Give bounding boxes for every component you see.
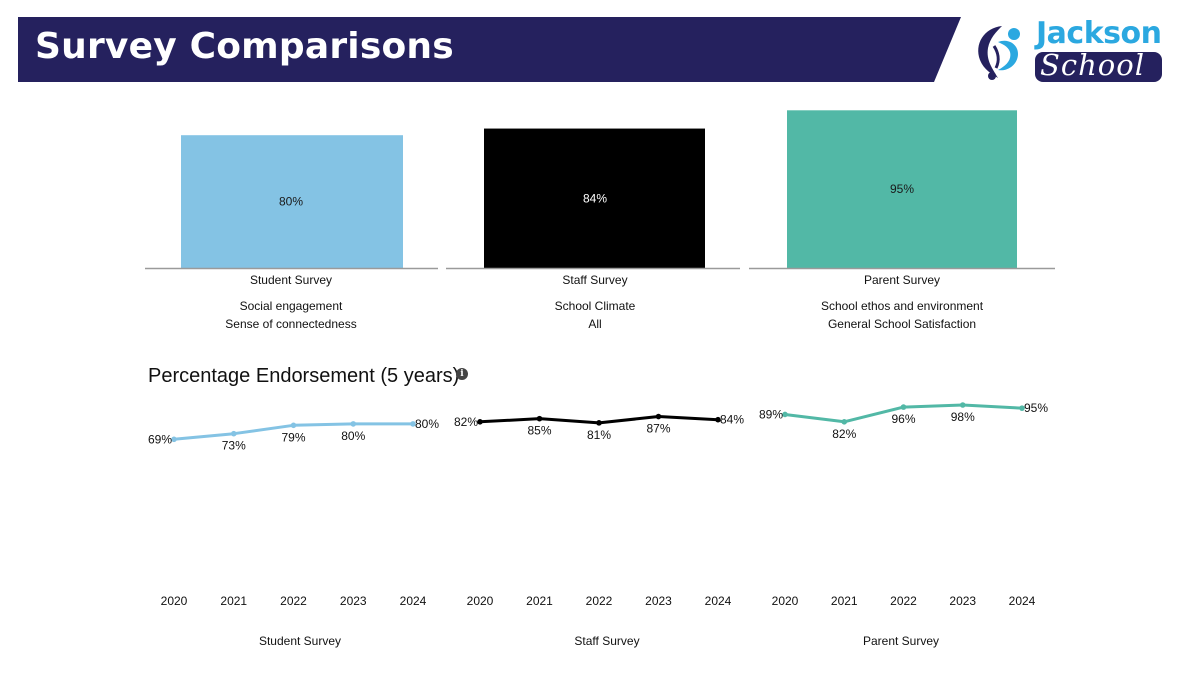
line-data-label: 80%: [415, 417, 439, 431]
logo-text-jackson: Jackson: [1036, 16, 1162, 51]
bar-category-label: Staff Survey: [562, 273, 627, 287]
line-data-label: 80%: [341, 429, 365, 443]
title-banner: [18, 17, 961, 82]
bar-parent-survey: [787, 110, 1017, 268]
x-tick-label: 2020: [772, 594, 799, 608]
x-tick-label: 2023: [340, 594, 367, 608]
line-point: [410, 421, 416, 427]
logo-text-school: School: [1040, 48, 1145, 82]
line-point: [782, 411, 788, 418]
line-data-label: 79%: [281, 430, 305, 444]
trend-section-title: Percentage Endorsement (5 years): [148, 365, 460, 387]
line-data-label: 82%: [832, 427, 856, 441]
bar-subtitle-line2: General School Satisfaction: [828, 317, 976, 331]
line-data-label: 89%: [759, 407, 783, 421]
line-panel-label: Staff Survey: [574, 634, 639, 648]
x-tick-label: 2023: [645, 594, 672, 608]
page-title: Survey Comparisons: [35, 26, 454, 67]
line-point: [900, 404, 907, 410]
line-point: [477, 419, 483, 425]
x-tick-label: 2021: [831, 594, 858, 608]
line-point: [171, 436, 177, 443]
x-tick-label: 2024: [1009, 594, 1036, 608]
bar-category-label: Student Survey: [250, 273, 332, 287]
line-panel-label: Parent Survey: [863, 634, 939, 648]
line-data-label: 98%: [951, 410, 975, 424]
bar-subtitle-line2: Sense of connectedness: [225, 317, 356, 331]
line-data-label: 96%: [891, 412, 915, 426]
x-tick-label: 2022: [586, 594, 613, 608]
line-panel-label: Student Survey: [259, 634, 341, 648]
x-tick-label: 2024: [705, 594, 732, 608]
line-data-label: 69%: [148, 432, 172, 446]
line-point: [290, 422, 297, 429]
line-point: [1019, 405, 1025, 411]
bar-category-label: Parent Survey: [864, 273, 940, 287]
line-data-label: 81%: [587, 428, 611, 442]
line-point: [959, 402, 966, 408]
x-tick-label: 2022: [280, 594, 307, 608]
x-tick-label: 2021: [220, 594, 247, 608]
banner-background: [18, 17, 961, 82]
line-point: [230, 430, 237, 437]
bar-subtitle-line1: School Climate: [555, 299, 636, 313]
bar-student-survey: [181, 135, 403, 268]
line-point: [655, 413, 662, 420]
line-point: [715, 416, 721, 423]
line-data-label: 95%: [1024, 401, 1048, 415]
banner-shape: [18, 17, 961, 82]
logo-pill: [1035, 52, 1162, 82]
info-icon[interactable]: i: [456, 368, 468, 380]
bar-subtitle-line2: All: [588, 317, 601, 331]
line-data-label: 87%: [646, 422, 670, 436]
line-data-label: 85%: [527, 424, 551, 438]
line-point: [350, 421, 357, 427]
x-tick-label: 2023: [949, 594, 976, 608]
x-tick-label: 2020: [161, 594, 188, 608]
bar-value-label: 84%: [583, 191, 607, 205]
line-point: [841, 419, 848, 425]
line-point: [536, 415, 543, 422]
line-data-label: 82%: [454, 415, 478, 429]
x-tick-label: 2021: [526, 594, 553, 608]
bar-value-label: 95%: [890, 182, 914, 196]
x-tick-label: 2020: [467, 594, 494, 608]
bar-subtitle-line1: Social engagement: [240, 299, 343, 313]
line-data-label: 84%: [720, 413, 744, 427]
bar-value-label: 80%: [279, 195, 303, 209]
school-logo: Jackson School: [972, 16, 1167, 84]
line-point: [596, 420, 602, 426]
figure-swirl-logo-icon: [978, 26, 1020, 80]
x-tick-label: 2022: [890, 594, 917, 608]
x-tick-label: 2024: [400, 594, 427, 608]
line-data-label: 73%: [222, 439, 246, 453]
bar-staff-survey: [484, 128, 705, 268]
bar-subtitle-line1: School ethos and environment: [821, 299, 984, 313]
